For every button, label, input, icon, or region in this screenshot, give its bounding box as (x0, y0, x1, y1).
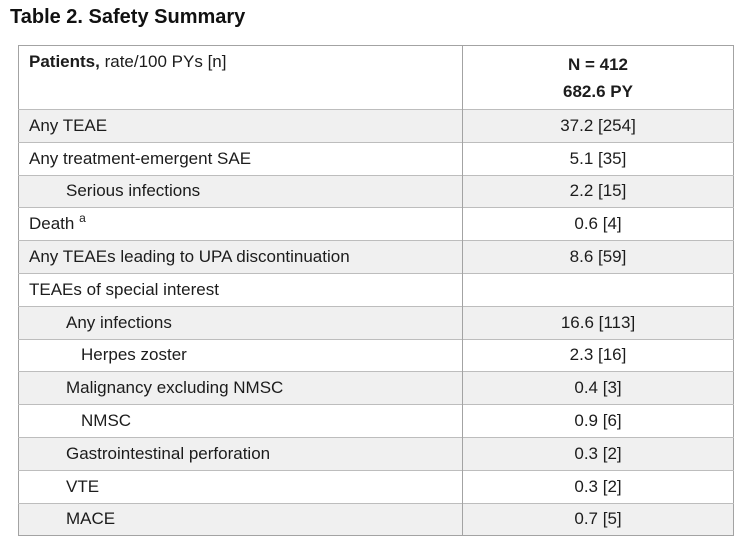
row-label: Any TEAEs leading to UPA discontinuation (18, 240, 463, 274)
safety-summary-table: Patients, rate/100 PYs [n] N = 412 682.6… (18, 45, 734, 537)
table-body: Any TEAE 37.2 [254] Any treatment-emergent… (18, 109, 734, 536)
table-row: Malignancy excluding NMSC 0.4 [3] (18, 371, 734, 405)
row-value: 8.6 [59] (462, 240, 734, 274)
row-value (462, 272, 734, 307)
row-value: 2.2 [15] (462, 174, 734, 208)
table-title: Table 2. Safety Summary (10, 6, 246, 28)
row-label-text: Any infections (66, 312, 172, 332)
table-row: Any TEAEs leading to UPA discontinuation… (18, 240, 734, 274)
row-label: Any treatment-emergent SAE (18, 141, 463, 176)
row-label-text: Any treatment-emergent SAE (29, 148, 252, 168)
row-label-text: Death (29, 214, 75, 234)
row-label-text: Any TEAEs leading to UPA discontinuation (29, 247, 350, 267)
row-label-text: NMSC (81, 411, 132, 431)
table-row: VTE 0.3 [2] (18, 469, 734, 504)
row-label: Death a (18, 207, 463, 241)
row-value: 0.7 [5] (462, 502, 734, 536)
row-label: Herpes zoster (18, 338, 463, 372)
table-row: Serious infections 2.2 [15] (18, 174, 734, 208)
row-label: Gastrointestinal perforation (18, 436, 463, 471)
table-row: Any infections 16.6 [113] (18, 305, 734, 340)
table-row: MACE 0.7 [5] (18, 502, 734, 536)
row-value: 37.2 [254] (462, 109, 734, 143)
row-label-text: Serious infections (66, 181, 201, 201)
table-row: Death a 0.6 [4] (18, 207, 734, 241)
row-label-text: Herpes zoster (81, 345, 187, 365)
row-value: 0.6 [4] (462, 207, 734, 241)
header-row: Patients, rate/100 PYs [n] N = 412 682.6… (18, 45, 734, 110)
table-row: Gastrointestinal perforation 0.3 [2] (18, 436, 734, 471)
table-row: Any treatment-emergent SAE 5.1 [35] (18, 141, 734, 176)
row-label: VTE (18, 469, 463, 504)
row-label: Any TEAE (18, 109, 463, 143)
row-value: 0.3 [2] (462, 436, 734, 471)
footnote-marker: a (79, 210, 86, 225)
row-label-text: TEAEs of special interest (29, 279, 219, 299)
header-py-value: 682.6 PY (563, 82, 633, 101)
header-patients-units: rate/100 PYs [n] (99, 52, 227, 71)
table-row: Any TEAE 37.2 [254] (18, 109, 734, 143)
row-label: Malignancy excluding NMSC (18, 371, 463, 405)
row-label: Any infections (18, 305, 463, 340)
row-label-text: MACE (66, 509, 116, 529)
table-row: TEAEs of special interest (18, 272, 734, 307)
row-label: NMSC (18, 404, 463, 438)
row-label-text: Any TEAE (29, 115, 108, 135)
row-value: 16.6 [113] (462, 305, 734, 340)
header-patients-cell: Patients, rate/100 PYs [n] (18, 45, 463, 110)
row-label-text: Malignancy excluding NMSC (66, 378, 284, 398)
row-value: 0.3 [2] (462, 469, 734, 504)
row-label: MACE (18, 502, 463, 536)
row-value: 5.1 [35] (462, 141, 734, 176)
row-value: 2.3 [16] (462, 338, 734, 372)
header-n-cell: N = 412 682.6 PY (463, 46, 734, 110)
row-label-text: Gastrointestinal perforation (66, 443, 271, 463)
table-row: Herpes zoster 2.3 [16] (18, 338, 734, 372)
row-label: TEAEs of special interest (18, 272, 463, 307)
table-row: NMSC 0.9 [6] (18, 404, 734, 438)
row-value: 0.4 [3] (462, 371, 734, 405)
row-value: 0.9 [6] (462, 404, 734, 438)
row-label-text: VTE (66, 476, 100, 496)
header-n-value: N = 412 (567, 55, 628, 74)
header-patients-bold: Patients, (29, 52, 100, 71)
row-label: Serious infections (18, 174, 463, 208)
